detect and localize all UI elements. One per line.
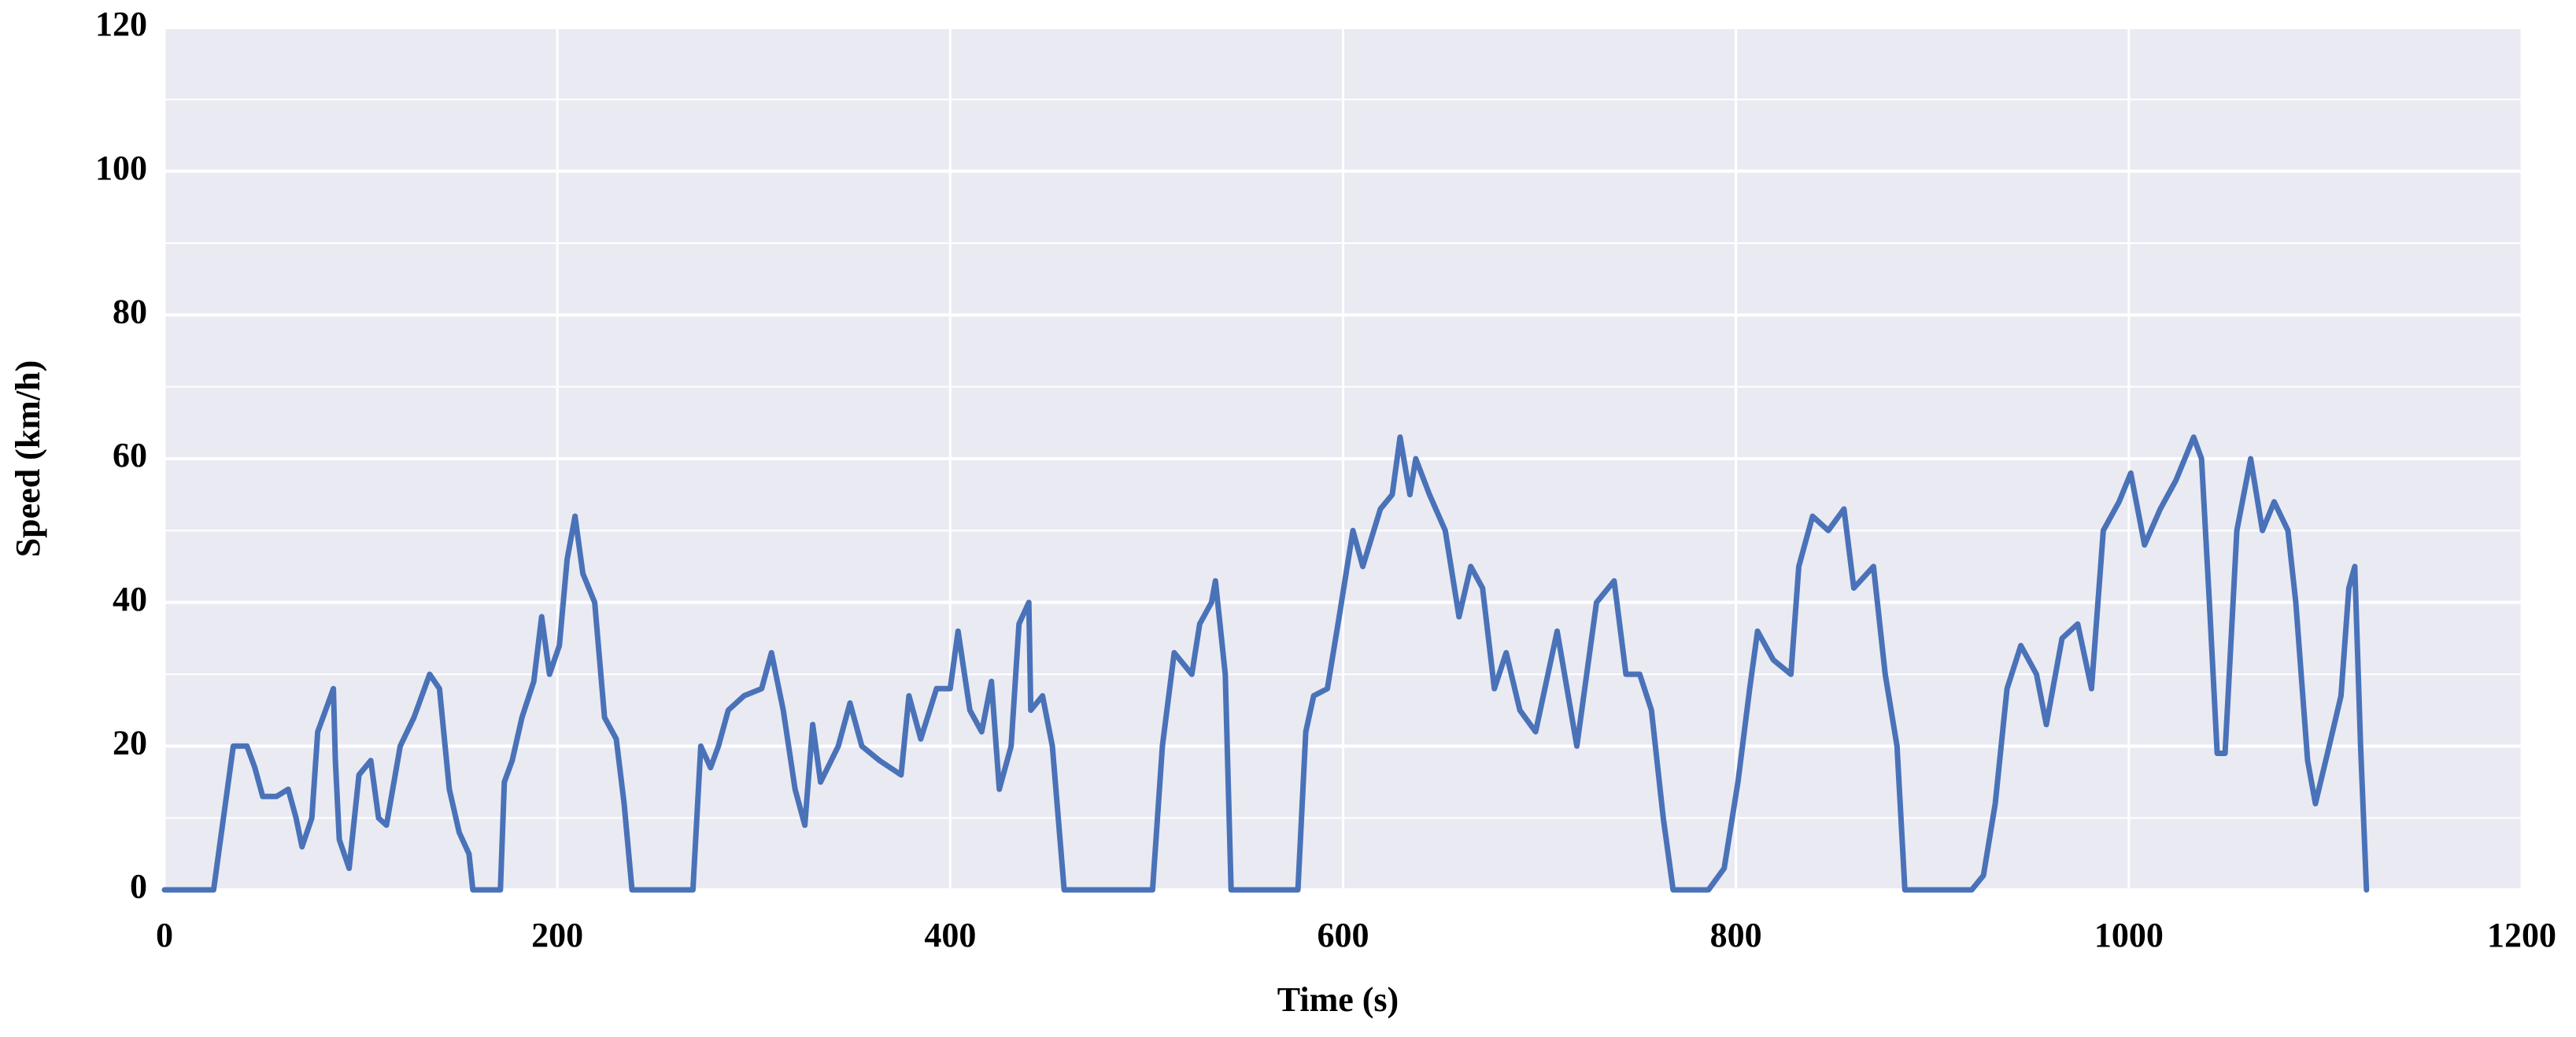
x-tick-label: 1200: [2487, 916, 2556, 954]
x-tick-label: 600: [1318, 916, 1369, 954]
y-tick-label: 120: [95, 5, 147, 43]
x-tick-label: 0: [156, 916, 173, 954]
y-axis-label: Speed (km/h): [9, 360, 47, 558]
x-tick-label: 400: [924, 916, 976, 954]
x-tick-label: 1000: [2094, 916, 2164, 954]
x-axis-label: Time (s): [1277, 980, 1399, 1019]
x-tick-label: 200: [531, 916, 583, 954]
y-tick-label: 40: [113, 580, 147, 618]
y-tick-label: 20: [113, 723, 147, 762]
y-tick-label: 80: [113, 292, 147, 330]
y-tick-label: 0: [130, 867, 147, 906]
x-tick-label: 800: [1710, 916, 1762, 954]
data-line: [161, 434, 2370, 893]
y-tick-label: 60: [113, 436, 147, 474]
y-tick-label: 100: [95, 149, 147, 187]
